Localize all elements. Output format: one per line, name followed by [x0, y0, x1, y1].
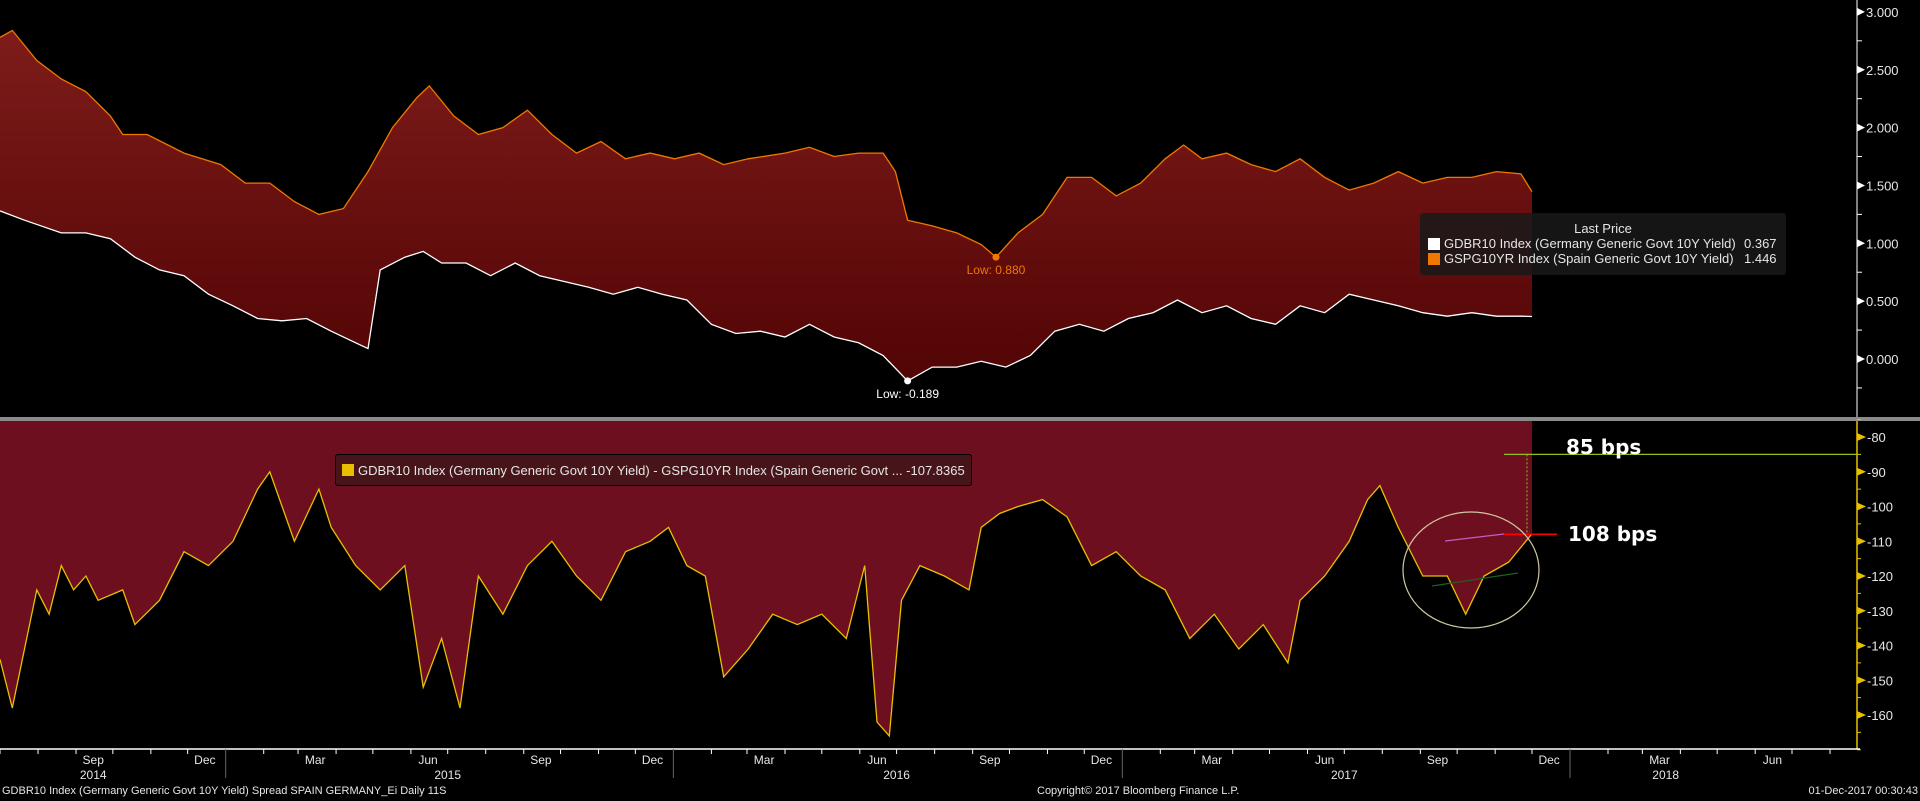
legend-value-germany: 0.367	[1744, 236, 1777, 251]
upper-y-tick-marker	[1857, 297, 1865, 306]
panel-divider[interactable]	[0, 417, 1920, 421]
lower-y-tick-marker	[1857, 572, 1866, 580]
lower-y-tick-label: -160	[1867, 708, 1893, 723]
legend-value-spain: 1.446	[1744, 251, 1777, 266]
lower-y-tick-label: -130	[1867, 604, 1893, 619]
lower-y-tick-label: -80	[1867, 430, 1886, 445]
x-year-label: 2015	[434, 768, 461, 782]
upper-y-tick-label: 3.000	[1866, 5, 1899, 20]
upper-y-tick-label: 1.000	[1866, 236, 1899, 251]
upper-y-tick-label: 0.500	[1866, 294, 1899, 309]
legend-swatch-germany	[1428, 237, 1440, 250]
upper-y-tick-marker	[1857, 123, 1865, 132]
axes: 3.000 2.500 2.000 1.500 1.000 0.500 0.000 -80 -9…	[0, 0, 1899, 782]
lower-y-tick-label: -100	[1867, 500, 1893, 515]
annotations: Low: 0.880 Low: -0.189	[876, 253, 1857, 629]
yield-spread-band	[0, 30, 1532, 381]
x-month-label: Mar	[1649, 753, 1670, 767]
x-month-label: Sep	[530, 753, 552, 767]
x-month-label: Mar	[1201, 753, 1222, 767]
upper-y-tick-label: 2.000	[1866, 121, 1899, 136]
spain-low-label: Low: 0.880	[967, 263, 1026, 277]
x-month-label: Mar	[305, 753, 326, 767]
legend-label-spread: GDBR10 Index (Germany Generic Govt 10Y Y…	[358, 462, 965, 478]
legend-spread: GDBR10 Index (Germany Generic Govt 10Y Y…	[335, 454, 972, 486]
upper-y-tick-marker	[1857, 355, 1865, 363]
spread-area	[0, 421, 1532, 736]
lower-trend-line	[1431, 572, 1519, 587]
lower-y-tick-marker	[1857, 433, 1866, 441]
lower-y-tick-marker	[1857, 606, 1866, 615]
spain-yield-line	[0, 29, 1533, 259]
lower-y-tick-marker	[1857, 467, 1866, 476]
highlight-ellipse	[1402, 511, 1540, 629]
lower-y-tick-label: -110	[1867, 534, 1892, 549]
x-month-label: Dec	[1091, 753, 1112, 767]
x-month-label: Sep	[1427, 753, 1449, 767]
x-month-label: Dec	[194, 753, 215, 767]
spain-low-marker	[992, 253, 1000, 261]
upper-trend-line	[1444, 533, 1505, 542]
x-month-label: Sep	[979, 753, 1001, 767]
footer-security-description: GDBR10 Index (Germany Generic Govt 10Y Y…	[2, 785, 447, 797]
upper-panel	[0, 29, 1533, 382]
x-month-label: Jun	[418, 753, 437, 767]
x-year-label: 2016	[883, 768, 910, 782]
lower-y-tick-label: -90	[1867, 465, 1886, 480]
upper-y-tick-marker	[1857, 181, 1865, 190]
legend-label-spain: GSPG10YR Index (Spain Generic Govt 10Y Y…	[1444, 251, 1734, 266]
legend-entry-germany: GDBR10 Index (Germany Generic Govt 10Y Y…	[1428, 236, 1786, 251]
germany-low-marker	[904, 377, 912, 385]
x-month-label: Mar	[754, 753, 775, 767]
legend-title: Last Price	[1574, 221, 1632, 236]
legend-label-germany: GDBR10 Index (Germany Generic Govt 10Y Y…	[1444, 236, 1736, 251]
lower-y-tick-marker	[1857, 711, 1866, 719]
legend-entry-spain: GSPG10YR Index (Spain Generic Govt 10Y Y…	[1428, 251, 1786, 266]
annotation-85-bps: 85 bps	[1566, 435, 1642, 459]
annotation-108-bps: 108 bps	[1568, 522, 1658, 546]
lower-y-tick-label: -140	[1867, 639, 1893, 654]
footer-timestamp: 01-Dec-2017 00:30:43	[1808, 785, 1918, 797]
x-year-label: 2014	[80, 768, 107, 782]
lower-y-tick-marker	[1857, 641, 1866, 650]
legend-last-price: Last Price GDBR10 Index (Germany Generic…	[1420, 213, 1786, 275]
legend-swatch-spain	[1428, 252, 1440, 265]
x-month-label: Jun	[1763, 753, 1782, 767]
lower-y-tick-label: -150	[1867, 673, 1893, 688]
x-month-label: Jun	[867, 753, 886, 767]
lower-y-tick-marker	[1857, 676, 1866, 685]
upper-y-tick-marker	[1857, 239, 1865, 248]
germany-yield-line	[0, 210, 1533, 382]
spread-line	[0, 470, 1533, 738]
upper-y-tick-label: 0.000	[1866, 352, 1899, 367]
legend-swatch-spread	[342, 464, 354, 476]
upper-y-tick-marker	[1857, 7, 1865, 16]
x-month-label: Dec	[642, 753, 663, 767]
x-month-label: Jun	[1315, 753, 1334, 767]
x-month-label: Sep	[83, 753, 105, 767]
lower-y-tick-marker	[1857, 502, 1866, 511]
lower-y-tick-label: -120	[1867, 569, 1893, 584]
upper-y-tick-label: 2.500	[1866, 63, 1899, 78]
lower-panel	[0, 421, 1533, 738]
upper-y-tick-marker	[1857, 65, 1865, 74]
x-year-label: 2018	[1652, 768, 1679, 782]
x-month-label: Dec	[1538, 753, 1559, 767]
x-year-label: 2017	[1331, 768, 1358, 782]
lower-y-tick-marker	[1857, 537, 1866, 546]
germany-low-label: Low: -0.189	[876, 387, 939, 401]
upper-y-tick-label: 1.500	[1866, 178, 1899, 193]
footer-copyright: Copyright© 2017 Bloomberg Finance L.P.	[1037, 785, 1240, 797]
